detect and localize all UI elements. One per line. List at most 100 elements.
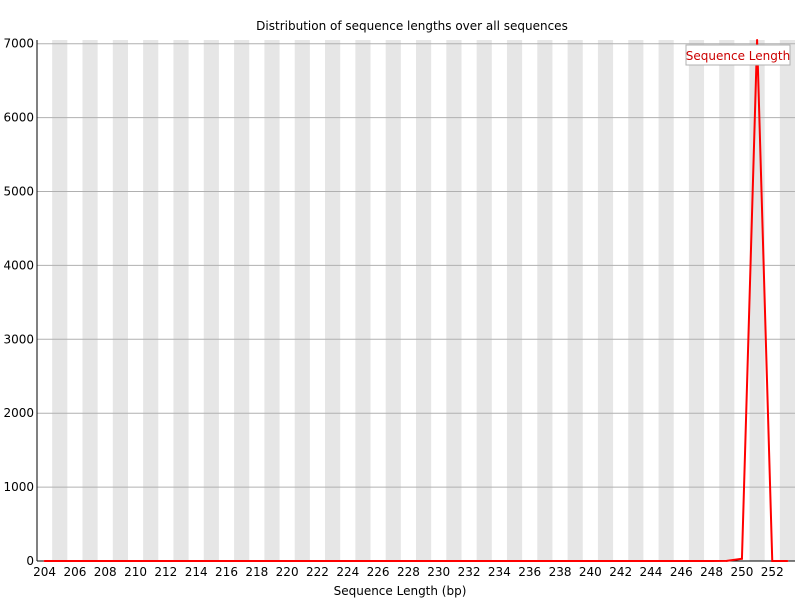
data-point	[483, 560, 486, 562]
x-tick-label: 204	[33, 565, 56, 579]
y-tick-label: 4000	[3, 258, 34, 272]
data-point	[589, 560, 592, 562]
x-tick-label: 208	[94, 565, 117, 579]
legend: Sequence Length	[685, 44, 791, 66]
data-point	[346, 560, 349, 562]
x-tick-label: 218	[245, 565, 268, 579]
data-point	[43, 560, 46, 562]
series-line-sequence-length	[44, 39, 788, 562]
data-point	[559, 560, 562, 562]
x-tick-label: 244	[640, 565, 663, 579]
background-band	[325, 40, 341, 561]
data-point	[468, 560, 471, 562]
horizontal-gridlines	[37, 43, 795, 488]
background-band	[416, 40, 432, 561]
background-band	[203, 40, 219, 561]
background-band	[719, 40, 735, 561]
data-point	[73, 560, 76, 562]
data-point	[619, 560, 622, 562]
data-point	[740, 557, 743, 560]
data-point	[574, 560, 577, 562]
background-band	[628, 40, 644, 561]
background-band	[355, 40, 371, 561]
data-point	[149, 560, 152, 562]
data-point	[210, 560, 213, 562]
background-bands	[52, 40, 795, 561]
data-point	[513, 560, 516, 562]
data-point	[119, 560, 122, 562]
data-point	[634, 560, 637, 562]
background-band	[294, 40, 310, 561]
y-axis-ticks: 0 1000 2000 3000 4000 5000 6000 7000	[3, 37, 34, 568]
data-point	[771, 560, 774, 562]
background-band	[688, 40, 705, 561]
x-tick-label: 206	[63, 565, 86, 579]
background-band	[143, 40, 159, 561]
x-tick-label: 234	[488, 565, 511, 579]
data-point	[725, 559, 728, 562]
x-tick-label: 230	[427, 565, 450, 579]
background-band	[264, 40, 280, 561]
data-point	[225, 560, 228, 562]
x-tick-label: 220	[276, 565, 299, 579]
background-band	[173, 40, 189, 561]
x-tick-label: 222	[306, 565, 329, 579]
chart-title: Distribution of sequence lengths over al…	[256, 19, 568, 33]
y-tick-label: 0	[26, 554, 34, 568]
x-tick-label: 212	[154, 565, 177, 579]
data-point	[604, 560, 607, 562]
x-tick-label: 252	[761, 565, 784, 579]
background-band	[658, 40, 674, 561]
legend-box	[685, 44, 791, 66]
background-band	[112, 40, 128, 561]
background-band	[476, 40, 492, 561]
background-band	[82, 40, 98, 561]
data-point	[680, 560, 683, 562]
background-band	[52, 40, 68, 561]
data-point	[180, 560, 183, 562]
x-tick-label: 232	[458, 565, 481, 579]
background-band	[446, 40, 462, 561]
data-point	[286, 560, 289, 562]
background-band	[597, 40, 614, 561]
x-tick-label: 236	[518, 565, 541, 579]
x-tick-label: 248	[700, 565, 723, 579]
x-tick-label: 240	[579, 565, 602, 579]
data-point	[361, 560, 364, 562]
data-point	[498, 560, 501, 562]
data-point	[695, 560, 698, 562]
x-axis-ticks: 204 206 208 210 212 214 216 218 220 222 224 226 228 2…	[33, 565, 784, 579]
data-point	[58, 560, 61, 562]
x-tick-label: 250	[730, 565, 753, 579]
background-band	[749, 40, 765, 561]
data-point	[437, 560, 440, 562]
y-tick-label: 2000	[3, 406, 34, 420]
x-tick-label: 224	[336, 565, 359, 579]
data-point	[104, 560, 107, 562]
data-point	[316, 560, 319, 562]
data-point	[756, 39, 759, 41]
data-point	[649, 560, 652, 562]
y-tick-label: 1000	[3, 480, 34, 494]
x-axis-label: Sequence Length (bp)	[334, 584, 467, 598]
background-band	[506, 40, 523, 561]
x-tick-label: 210	[124, 565, 147, 579]
x-tick-label: 214	[185, 565, 208, 579]
y-tick-label: 7000	[3, 37, 34, 51]
data-point	[665, 560, 668, 562]
data-point	[164, 560, 167, 562]
data-point	[195, 560, 198, 562]
x-tick-label: 238	[549, 565, 572, 579]
y-tick-label: 5000	[3, 184, 34, 198]
data-point	[377, 560, 380, 562]
x-tick-label: 226	[367, 565, 390, 579]
data-point	[407, 560, 410, 562]
legend-entry-sequence-length: Sequence Length	[686, 49, 790, 63]
data-point	[452, 560, 455, 562]
background-band	[234, 40, 250, 561]
data-point	[543, 560, 546, 562]
data-point	[422, 560, 425, 562]
x-tick-label: 228	[397, 565, 420, 579]
data-point	[255, 560, 258, 562]
